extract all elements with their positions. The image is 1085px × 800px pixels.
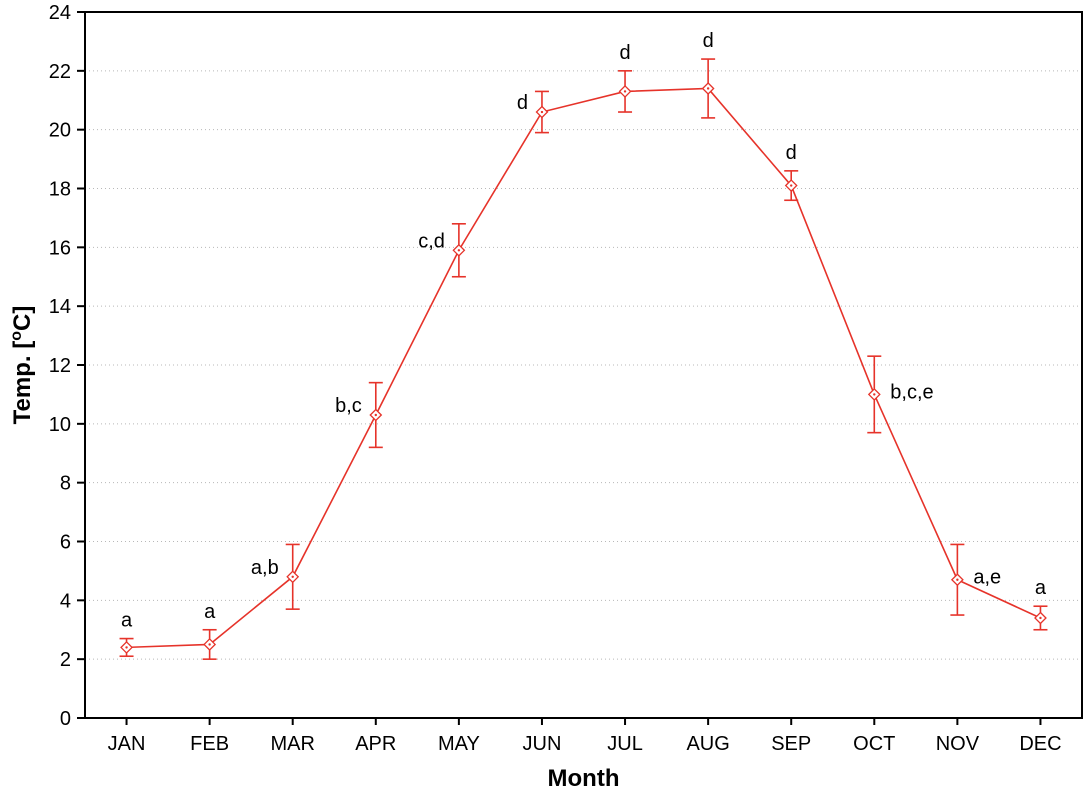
- data-point-center: [790, 184, 793, 187]
- point-label: a: [204, 601, 216, 623]
- y-tick-label: 4: [60, 590, 71, 612]
- x-tick-label: JAN: [108, 733, 146, 755]
- x-tick-label: MAY: [438, 733, 480, 755]
- x-tick-label: JUL: [607, 733, 643, 755]
- point-label: d: [786, 142, 797, 164]
- series-line: [126, 87, 1041, 649]
- data-point-center: [457, 249, 461, 252]
- y-tick-label: 12: [49, 355, 71, 377]
- y-tick-label: 2: [60, 649, 71, 671]
- x-tick-label: NOV: [936, 733, 980, 755]
- point-label: d: [703, 30, 714, 52]
- x-axis-title: Month: [548, 765, 620, 792]
- x-tick-label: MAR: [270, 733, 314, 755]
- point-label: d: [619, 42, 630, 64]
- x-tick-label: SEP: [771, 733, 811, 755]
- x-tick-label: AUG: [686, 733, 729, 755]
- data-point-center: [374, 413, 377, 417]
- data-point-center: [291, 575, 294, 578]
- x-tick-label: APR: [355, 733, 396, 755]
- x-tick-label: DEC: [1019, 733, 1061, 755]
- y-tick-label: 20: [49, 120, 71, 142]
- point-label: b,c: [335, 395, 362, 417]
- y-tick-label: 22: [49, 61, 71, 83]
- y-axis-title: Temp. [oC]: [8, 306, 36, 425]
- point-label: b,c,e: [890, 381, 933, 403]
- data-point-center: [208, 643, 211, 646]
- y-tick-label: 16: [49, 237, 71, 259]
- y-tick-label: 14: [49, 296, 71, 318]
- data-point-center: [873, 393, 876, 396]
- y-tick-label: 10: [49, 414, 71, 436]
- x-tick-label: JUN: [523, 733, 562, 755]
- grid-layer: [85, 70, 1082, 660]
- point-label: a: [1035, 577, 1047, 599]
- y-tick-label: 18: [49, 179, 71, 201]
- y-tick-label: 24: [49, 2, 71, 24]
- point-label: a,b: [251, 557, 279, 579]
- data-point-center: [1039, 616, 1042, 620]
- x-tick-label: FEB: [190, 733, 229, 755]
- data-point-center: [540, 110, 544, 114]
- point-label: d: [517, 92, 528, 114]
- series-layer: a a a,b b,c c,d d d d d b,c,e a,e a: [119, 30, 1048, 660]
- data-point-center: [706, 87, 710, 90]
- plot-frame: [84, 11, 1083, 719]
- x-tick-label: OCT: [853, 733, 895, 755]
- data-point-center: [125, 646, 128, 649]
- point-label: a: [121, 610, 133, 632]
- y-tick-label: 6: [60, 532, 71, 554]
- point-label: c,d: [418, 230, 445, 252]
- data-point-center: [956, 578, 959, 581]
- data-point-center: [623, 90, 627, 93]
- y-tick-label: 8: [60, 473, 71, 495]
- point-label: a,e: [973, 567, 1001, 589]
- y-tick-label: 0: [60, 708, 71, 730]
